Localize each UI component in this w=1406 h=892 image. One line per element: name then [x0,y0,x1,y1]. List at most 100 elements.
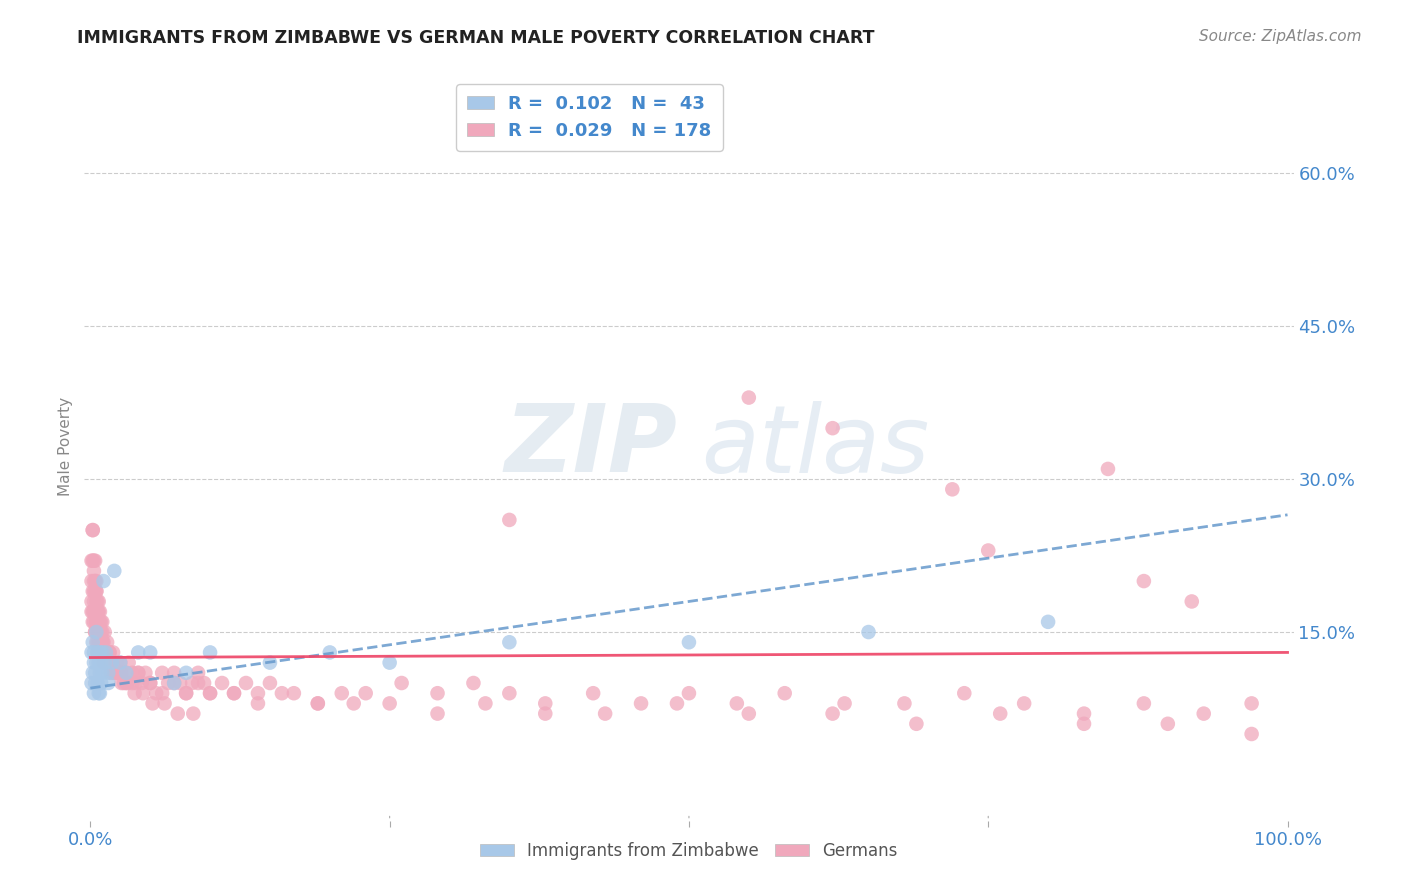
Point [83,686,105,700]
Point [426,706,449,721]
Point [105,656,128,670]
Point [93,645,115,659]
Point [198,686,221,700]
Point [193,676,215,690]
Point [115,665,138,680]
Point [105,665,128,680]
Point [103,656,125,670]
Point [821,706,844,721]
Point [86,594,108,608]
Point [166,706,188,721]
Point [174,665,197,680]
Point [84,625,107,640]
Point [80,645,103,659]
Point [82,523,104,537]
Point [86,574,108,588]
Point [163,676,186,690]
Point [1240,697,1263,711]
Point [82,605,104,619]
Point [174,686,197,700]
Point [86,635,108,649]
Point [187,676,209,690]
Point [84,676,107,690]
Point [1240,727,1263,741]
Point [246,697,269,711]
Point [82,523,104,537]
Point [90,645,112,659]
Point [235,676,257,690]
Point [463,676,485,690]
Point [87,615,110,629]
Point [87,686,110,700]
Point [343,697,366,711]
Point [90,676,112,690]
Y-axis label: Male Poverty: Male Poverty [58,396,73,496]
Point [82,665,104,680]
Point [97,645,120,659]
Point [1073,706,1095,721]
Point [86,656,108,670]
Point [198,686,221,700]
Point [104,665,127,680]
Point [89,686,111,700]
Point [91,635,114,649]
Point [125,676,148,690]
Point [87,625,110,640]
Point [98,656,121,670]
Point [86,594,108,608]
Text: ZIP: ZIP [503,400,676,492]
Point [93,645,115,659]
Point [153,697,176,711]
Point [893,697,915,711]
Point [83,656,105,670]
Point [103,665,125,680]
Point [86,645,108,659]
Point [87,615,110,629]
Point [86,635,108,649]
Point [84,584,107,599]
Text: IMMIGRANTS FROM ZIMBABWE VS GERMAN MALE POVERTY CORRELATION CHART: IMMIGRANTS FROM ZIMBABWE VS GERMAN MALE … [77,29,875,46]
Point [222,686,245,700]
Point [211,676,233,690]
Point [187,665,209,680]
Point [115,665,138,680]
Point [89,615,111,629]
Point [93,656,115,670]
Point [84,574,107,588]
Point [181,706,204,721]
Point [87,635,110,649]
Point [101,656,124,670]
Point [97,665,120,680]
Point [80,676,103,690]
Point [86,625,108,640]
Point [593,706,616,721]
Point [83,645,105,659]
Point [222,686,245,700]
Point [738,391,761,405]
Point [259,656,281,670]
Point [84,665,107,680]
Point [858,625,880,640]
Point [94,645,117,659]
Point [150,665,173,680]
Point [163,676,186,690]
Point [198,645,221,659]
Point [1012,697,1035,711]
Point [94,656,117,670]
Point [678,635,700,649]
Point [132,686,155,700]
Point [89,645,111,659]
Point [93,656,115,670]
Text: atlas: atlas [702,401,929,491]
Point [97,656,120,670]
Point [93,625,115,640]
Point [181,676,204,690]
Point [101,645,124,659]
Point [83,574,105,588]
Point [378,656,401,670]
Point [110,665,132,680]
Point [84,554,107,568]
Point [103,564,125,578]
Point [145,686,167,700]
Point [110,676,132,690]
